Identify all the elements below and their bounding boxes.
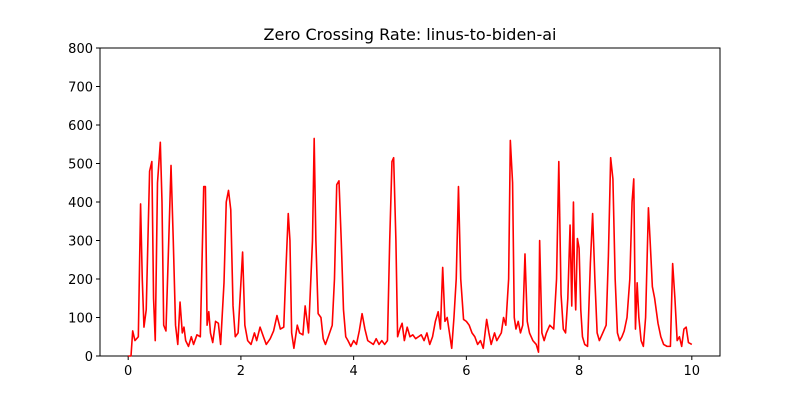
y-tick-label: 600 [68,119,93,134]
y-tick-label: 0 [85,350,93,365]
y-tick-label: 400 [68,196,93,211]
chart-title: Zero Crossing Rate: linus-to-biden-ai [264,25,557,44]
y-tick-label: 300 [68,235,93,250]
x-tick-label: 6 [462,364,470,379]
x-tick-label: 10 [684,364,701,379]
x-tick-label: 0 [124,364,132,379]
x-tick-label: 8 [575,364,583,379]
data-line [128,137,693,357]
x-tick-label: 2 [237,364,245,379]
y-tick-label: 500 [68,158,93,173]
y-tick-label: 800 [68,42,93,57]
y-tick-label: 700 [68,81,93,96]
y-tick-label: 200 [68,273,93,288]
y-tick-label: 100 [68,312,93,327]
x-tick-label: 4 [349,364,357,379]
